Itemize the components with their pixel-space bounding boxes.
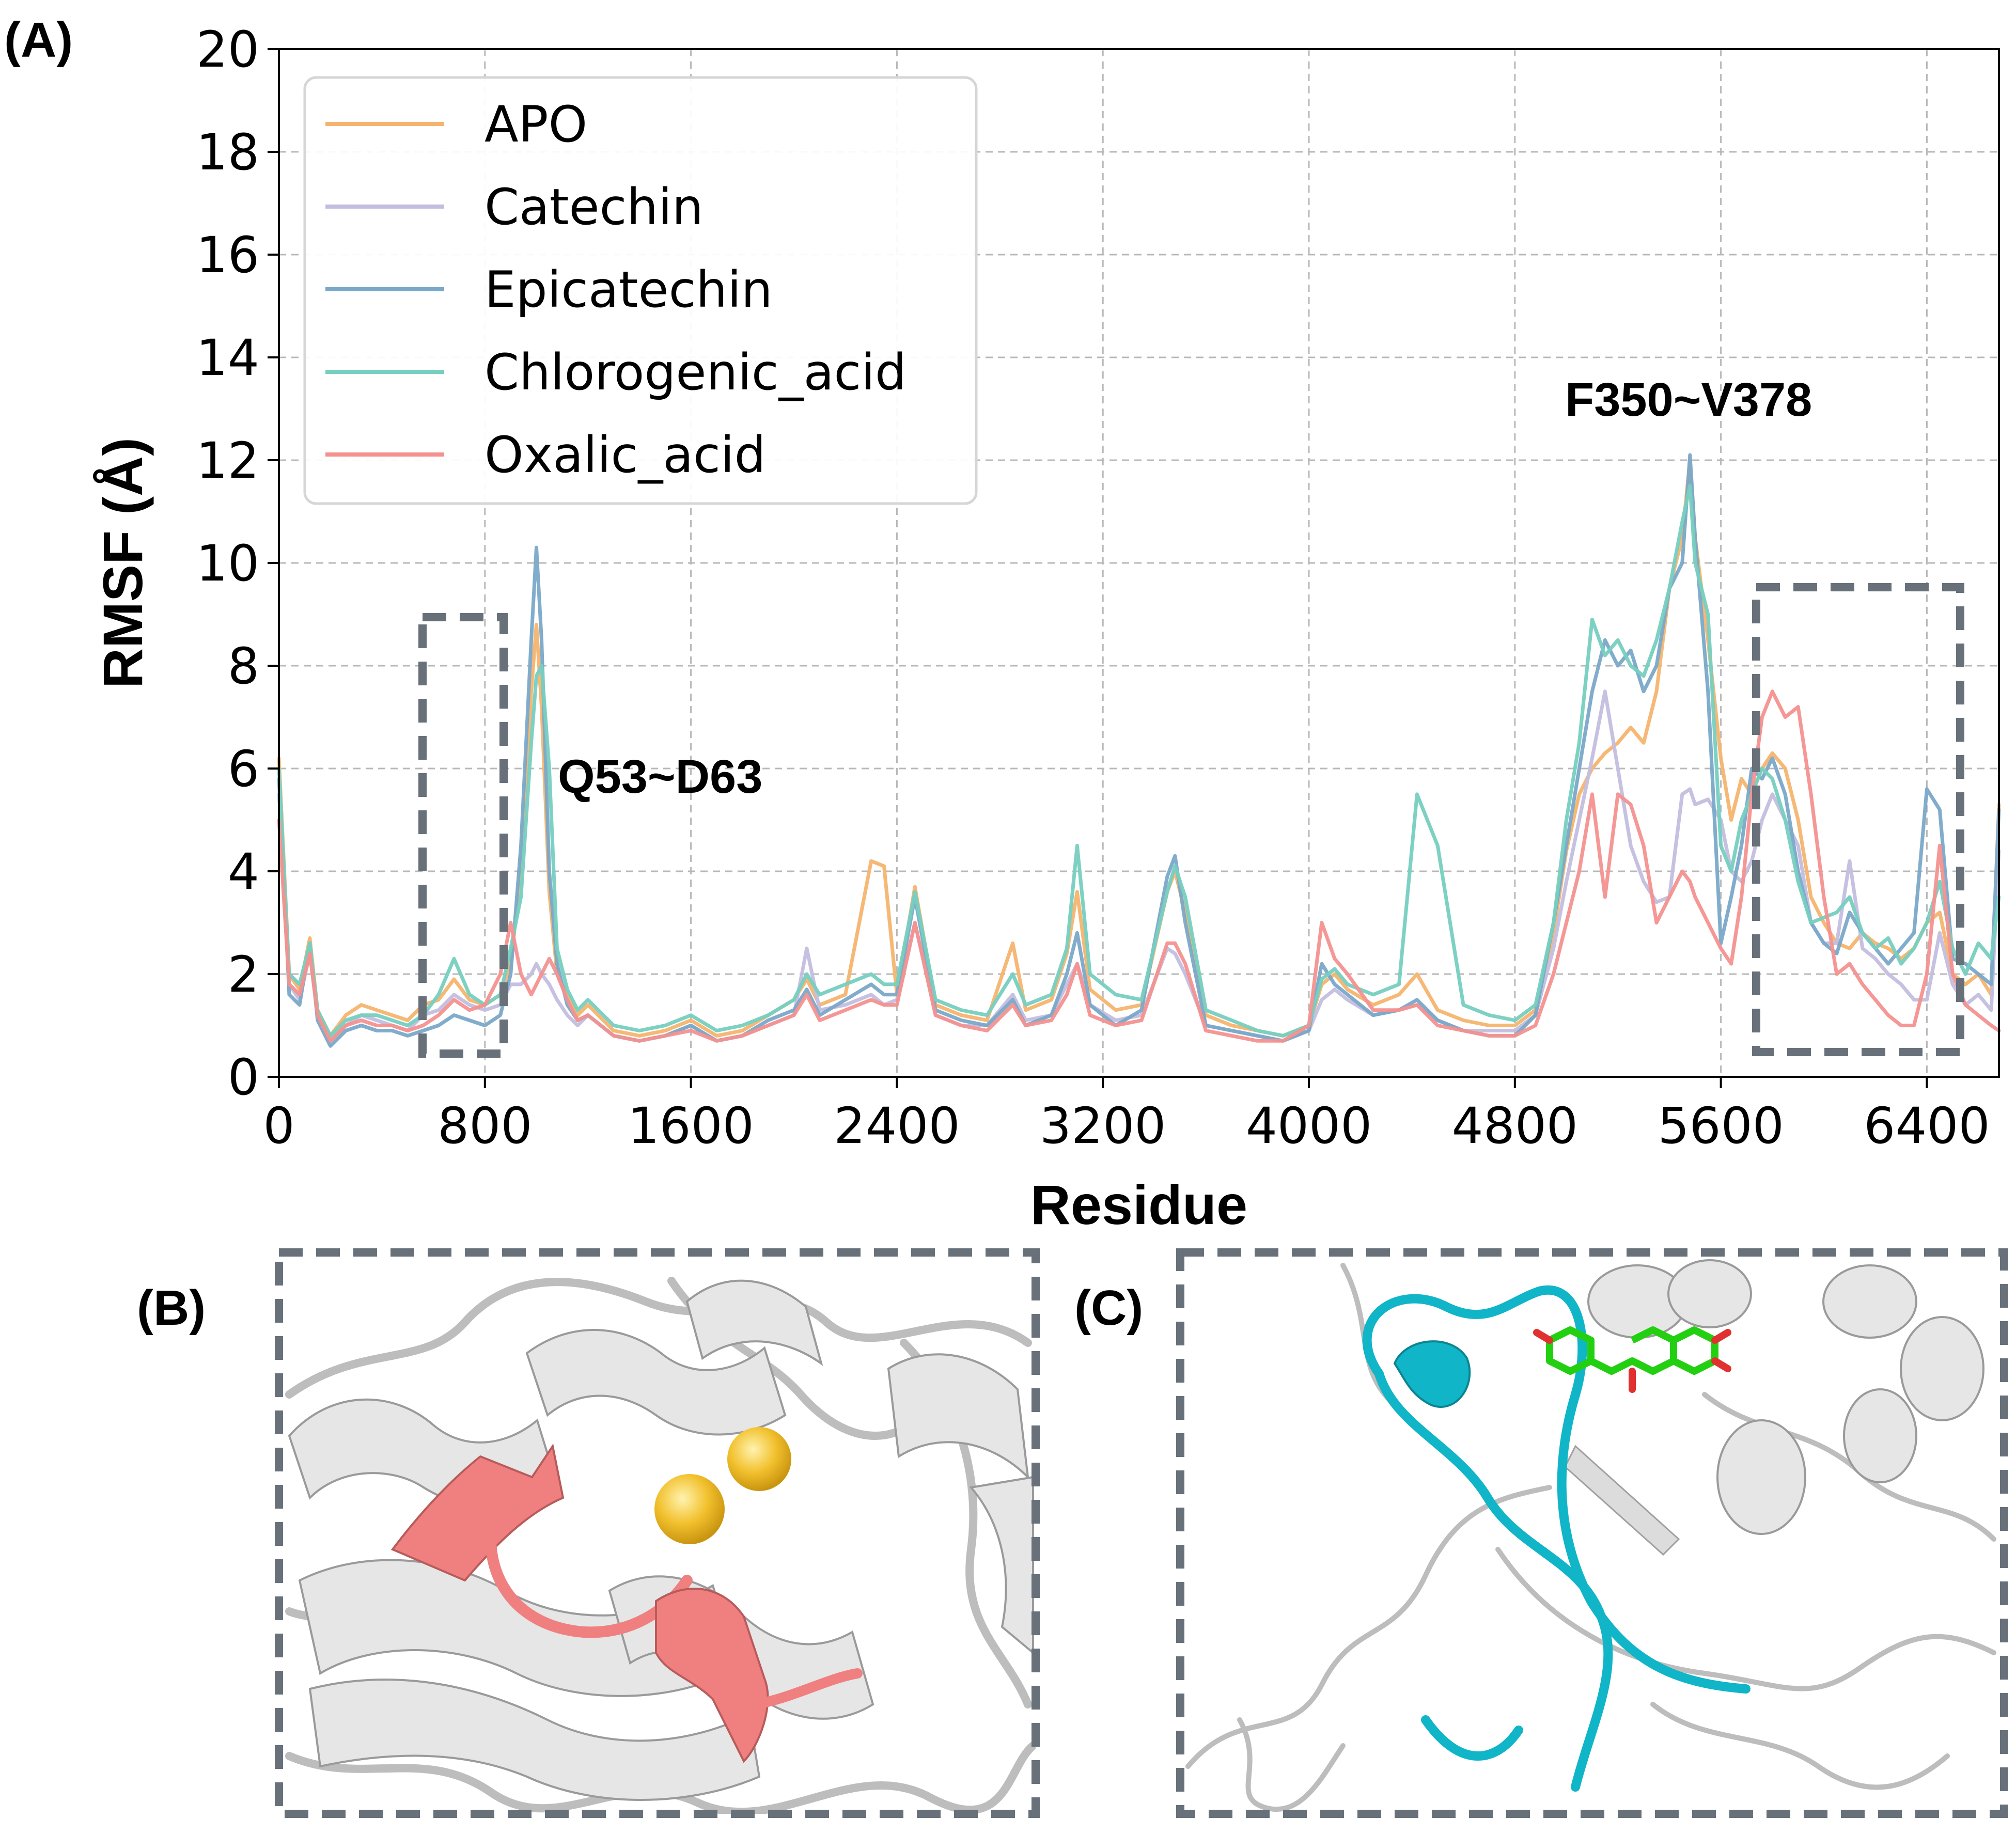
helix-c-2 xyxy=(1667,1259,1752,1328)
legend-box xyxy=(303,76,978,505)
panel-b-label: (B) xyxy=(137,1280,206,1336)
y-tick-label: 6 xyxy=(228,740,259,798)
x-tick-label: 0 xyxy=(263,1097,294,1155)
highlighted-helix-b2 xyxy=(655,1588,769,1763)
x-tick-label: 800 xyxy=(437,1097,532,1155)
region-box-q53-d63 xyxy=(418,613,508,1058)
protein-structure-c xyxy=(1180,1252,2004,1814)
highlighted-helix-c xyxy=(1393,1340,1471,1408)
highlighted-loop-c3 xyxy=(1421,1715,1523,1761)
y-tick-label: 2 xyxy=(228,946,259,1004)
y-tick-label: 4 xyxy=(228,843,259,901)
helix-c-4 xyxy=(1900,1316,1984,1421)
series-line-oxalic-acid xyxy=(277,689,2001,1043)
series-line-epicatechin xyxy=(277,453,2001,1048)
panel-c-frame xyxy=(1176,1248,2008,1818)
highlighted-loop-c xyxy=(1362,1285,1751,1694)
panel-b-frame xyxy=(275,1248,1040,1818)
x-tick-label: 4000 xyxy=(1246,1097,1372,1155)
panel-a: (A) 0 2 4 6 8 10 12 14 16 18 20 0 800 1600 2400 3200 40… xyxy=(4,12,2001,1236)
legend-items: APO Catechin Epicatechin Chlorogenic_acid Ox… xyxy=(325,96,907,484)
x-tick-label: 2400 xyxy=(834,1097,960,1155)
x-axis-title: Residue xyxy=(1030,1173,1247,1236)
legend-label-oxalic-acid: Oxalic_acid xyxy=(485,426,766,484)
helix-c-5 xyxy=(1716,1419,1806,1535)
y-tick-label: 8 xyxy=(228,637,259,695)
y-tick-label: 10 xyxy=(196,535,259,592)
panel-a-label: (A) xyxy=(4,12,73,68)
x-tick-label: 5600 xyxy=(1658,1097,1784,1155)
series-line-chlorogenic-acid xyxy=(277,484,2001,1038)
legend-label-catechin: Catechin xyxy=(485,178,704,236)
y-tick-label: 20 xyxy=(196,21,259,79)
series-group xyxy=(277,453,2001,1048)
metal-ion-2 xyxy=(654,1474,725,1544)
helix-c-6 xyxy=(1843,1388,1917,1483)
y-tick-label: 0 xyxy=(228,1048,259,1106)
panel-c: (C) xyxy=(1074,1248,2008,1818)
annotation-f350-v378: F350~V378 xyxy=(1565,373,1812,426)
helix-c-3 xyxy=(1822,1264,1917,1339)
legend: APO Catechin Epicatechin Chlorogenic_acid Ox… xyxy=(303,76,978,505)
beta-strand-c xyxy=(1564,1445,1680,1556)
y-axis-ticks: 0 2 4 6 8 10 12 14 16 18 20 xyxy=(196,21,279,1106)
panel-c-label: (C) xyxy=(1074,1280,1143,1336)
highlighted-loop-c2 xyxy=(1374,1369,1613,1792)
y-tick-label: 18 xyxy=(196,123,259,181)
metal-ion-1 xyxy=(727,1427,791,1491)
y-axis-title: RMSF (Å) xyxy=(91,437,154,688)
y-tick-label: 16 xyxy=(196,226,259,284)
legend-label-epicatechin: Epicatechin xyxy=(485,261,773,319)
legend-label-apo: APO xyxy=(485,96,587,153)
series-line-catechin xyxy=(277,689,2001,1043)
y-tick-label: 14 xyxy=(196,329,259,387)
x-tick-label: 3200 xyxy=(1040,1097,1166,1155)
highlighted-tail-b xyxy=(749,1668,863,1710)
y-tick-label: 12 xyxy=(196,432,259,490)
protein-structure-b xyxy=(279,1252,1036,1814)
panel-b: (B) xyxy=(137,1248,1040,1818)
x-tick-label: 1600 xyxy=(628,1097,754,1155)
x-tick-label: 6400 xyxy=(1864,1097,1990,1155)
ligand-stick-model xyxy=(1533,1326,1731,1393)
x-tick-label: 4800 xyxy=(1452,1097,1578,1155)
annotation-q53-d63: Q53~D63 xyxy=(558,750,762,803)
legend-label-chlorogenic-acid: Chlorogenic_acid xyxy=(485,343,907,401)
x-axis-ticks: 0 800 1600 2400 3200 4000 4800 5600 6400 xyxy=(263,1077,1990,1155)
